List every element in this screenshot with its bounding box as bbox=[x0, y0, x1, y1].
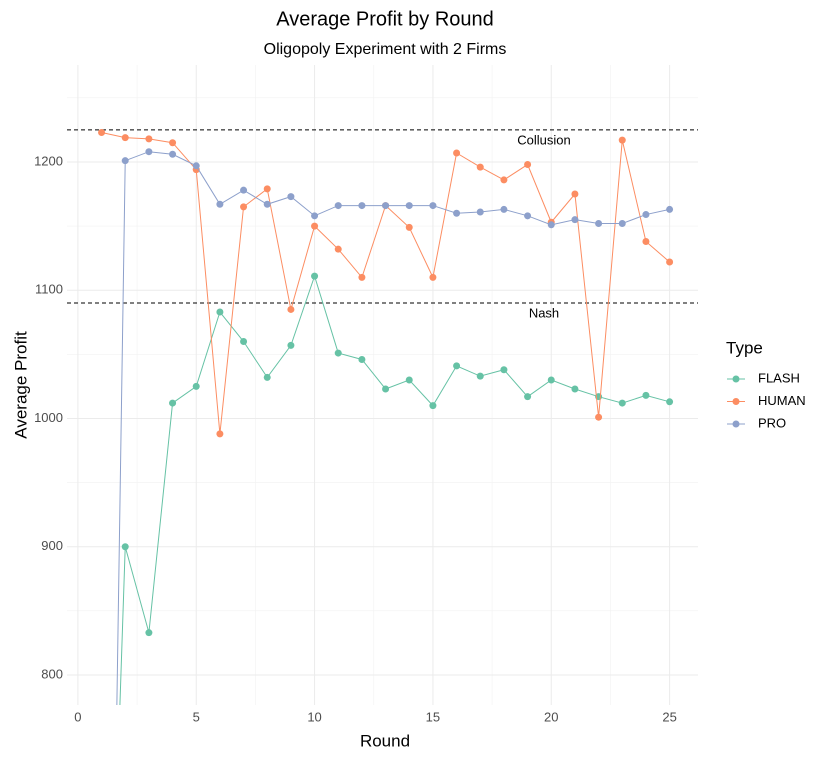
data-point bbox=[287, 341, 295, 349]
data-point bbox=[524, 161, 532, 169]
data-point bbox=[547, 376, 555, 384]
legend-key bbox=[732, 375, 740, 383]
data-point bbox=[216, 308, 224, 316]
data-point bbox=[145, 148, 153, 156]
data-point bbox=[382, 385, 390, 393]
data-point bbox=[453, 362, 461, 370]
chart-subtitle: Oligopoly Experiment with 2 Firms bbox=[264, 41, 507, 58]
reference-label: Nash bbox=[529, 305, 559, 320]
data-point bbox=[334, 245, 342, 253]
data-point bbox=[240, 186, 248, 194]
data-point bbox=[618, 399, 626, 407]
data-point bbox=[240, 338, 248, 346]
data-point bbox=[405, 202, 413, 210]
data-point bbox=[382, 202, 390, 210]
data-point bbox=[145, 629, 153, 637]
data-point bbox=[358, 273, 366, 281]
data-point bbox=[311, 212, 319, 220]
legend-label: FLASH bbox=[758, 370, 800, 385]
legend-title: Type bbox=[726, 338, 763, 357]
data-point bbox=[666, 205, 674, 213]
data-point bbox=[524, 212, 532, 220]
data-point bbox=[334, 202, 342, 210]
data-point bbox=[476, 372, 484, 380]
data-point bbox=[666, 258, 674, 266]
x-axis-title: Round bbox=[360, 731, 410, 750]
data-point bbox=[145, 135, 153, 143]
data-point bbox=[429, 273, 437, 281]
data-point bbox=[500, 366, 508, 374]
reference-label: Collusion bbox=[517, 132, 570, 147]
x-tick-label: 5 bbox=[193, 709, 200, 724]
data-point bbox=[121, 543, 129, 551]
data-point bbox=[405, 223, 413, 231]
legend-key bbox=[732, 420, 740, 428]
y-tick-label: 1200 bbox=[34, 153, 63, 168]
data-point bbox=[642, 391, 650, 399]
plot-panel bbox=[67, 128, 698, 705]
data-point bbox=[547, 221, 555, 229]
data-point bbox=[618, 220, 626, 228]
legend-label: PRO bbox=[758, 415, 786, 430]
x-tick-label: 15 bbox=[426, 709, 440, 724]
data-point bbox=[169, 399, 177, 407]
data-point bbox=[429, 202, 437, 210]
data-point bbox=[524, 393, 532, 401]
data-point bbox=[476, 208, 484, 216]
series-line bbox=[116, 151, 670, 705]
data-point bbox=[453, 149, 461, 157]
data-point bbox=[287, 305, 295, 313]
data-point bbox=[192, 382, 200, 390]
x-tick-label: 0 bbox=[74, 709, 81, 724]
data-point bbox=[263, 185, 271, 193]
data-point bbox=[571, 190, 579, 198]
y-tick-label: 1100 bbox=[35, 282, 63, 297]
data-point bbox=[500, 205, 508, 213]
data-point bbox=[121, 134, 129, 142]
data-point bbox=[216, 200, 224, 208]
data-point bbox=[263, 373, 271, 381]
data-point bbox=[240, 203, 248, 211]
y-tick-label: 800 bbox=[41, 666, 63, 681]
data-point bbox=[121, 157, 129, 165]
data-point bbox=[334, 349, 342, 357]
data-point bbox=[500, 176, 508, 184]
x-tick-label: 10 bbox=[307, 709, 321, 724]
data-point bbox=[429, 402, 437, 410]
y-axis-title: Average Profit bbox=[11, 331, 30, 439]
y-tick-label: 1000 bbox=[34, 410, 63, 425]
chart-title: Average Profit by Round bbox=[276, 8, 494, 30]
x-tick-label: 20 bbox=[544, 709, 558, 724]
data-point bbox=[263, 200, 271, 208]
legend-label: HUMAN bbox=[758, 393, 806, 408]
data-point bbox=[595, 413, 603, 421]
data-point bbox=[358, 355, 366, 363]
data-point bbox=[571, 385, 579, 393]
data-point bbox=[571, 216, 579, 224]
data-point bbox=[642, 237, 650, 245]
data-point bbox=[666, 398, 674, 406]
data-point bbox=[216, 430, 224, 438]
data-point bbox=[405, 376, 413, 384]
legend-key bbox=[732, 398, 740, 405]
data-point bbox=[311, 222, 319, 230]
data-point bbox=[642, 211, 650, 219]
data-point bbox=[169, 139, 177, 147]
data-point bbox=[192, 162, 200, 170]
data-point bbox=[358, 202, 366, 210]
data-point bbox=[476, 163, 484, 171]
data-point bbox=[98, 128, 106, 136]
y-tick-label: 900 bbox=[41, 538, 63, 553]
series-line bbox=[119, 274, 670, 705]
data-point bbox=[287, 193, 295, 201]
data-point bbox=[169, 150, 177, 158]
data-point bbox=[311, 272, 319, 280]
data-point bbox=[595, 220, 603, 228]
x-tick-label: 25 bbox=[662, 709, 676, 724]
data-point bbox=[618, 136, 626, 144]
data-point bbox=[453, 209, 461, 217]
